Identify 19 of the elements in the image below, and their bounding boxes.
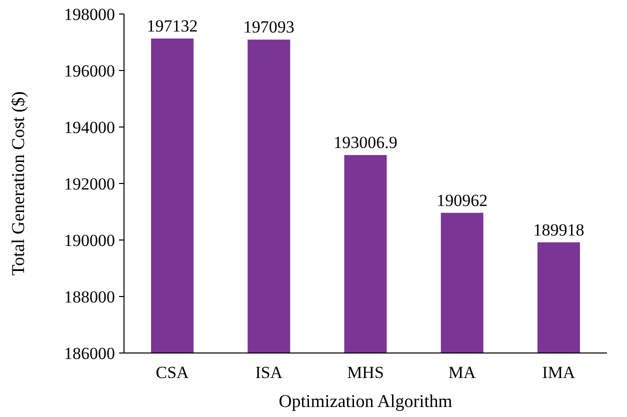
y-tick-label: 186000 xyxy=(64,344,115,363)
x-tick-label: MA xyxy=(448,363,477,382)
x-tick-label: IMA xyxy=(542,363,576,382)
y-tick-label: 198000 xyxy=(64,4,115,24)
x-tick-label: CSA xyxy=(156,363,190,382)
y-axis-title: Total Generation Cost ($) xyxy=(8,91,28,276)
data-label: 190962 xyxy=(436,190,488,210)
data-label: 197132 xyxy=(146,16,198,36)
x-tick-label: ISA xyxy=(255,363,284,382)
y-tick-label: 196000 xyxy=(64,61,115,80)
y-tick-label: 188000 xyxy=(64,287,115,306)
data-label: 193006.9 xyxy=(334,133,398,152)
data-label: 197093 xyxy=(243,18,294,37)
y-tick-label: 190000 xyxy=(64,230,115,250)
y-tick-label: 194000 xyxy=(64,118,115,137)
x-axis-title: Optimization Algorithm xyxy=(278,391,452,411)
data-label: 189918 xyxy=(533,220,584,240)
x-tick-label: MHS xyxy=(347,363,384,382)
y-tick-label: 192000 xyxy=(64,174,115,194)
